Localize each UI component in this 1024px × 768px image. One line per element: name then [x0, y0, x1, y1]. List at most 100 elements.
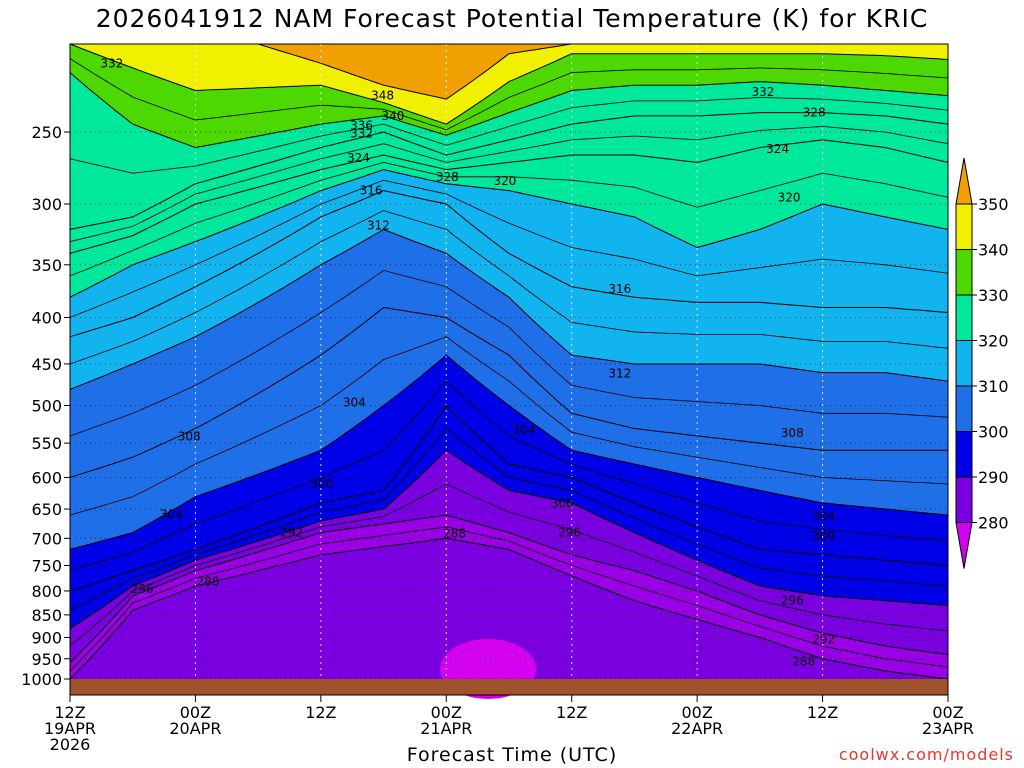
fill-band-348 [258, 44, 572, 100]
isentrope-mid-310 [69, 269, 949, 437]
y-tick-label-950: 950 [31, 650, 62, 669]
isentrope-label-5: 324 [347, 151, 370, 165]
isentrope-312 [69, 228, 949, 390]
colorbar-top-arrow [955, 157, 973, 205]
isentrope-label-20: 304 [812, 509, 835, 523]
x-axis-title: Forecast Time (UTC) [406, 744, 618, 766]
y-tick-label-500: 500 [31, 397, 62, 416]
x-tick-label-0-0: 12Z [54, 703, 85, 722]
isentrope-292 [69, 514, 949, 664]
isentrope-mid-322 [69, 161, 949, 277]
isentrope-340 [69, 43, 949, 125]
x-tick-label-24-0: 12Z [305, 703, 336, 722]
fill-band-340 [70, 44, 948, 125]
colorbar-label-300: 300 [978, 423, 1009, 442]
isentrope-label-25: 292 [280, 526, 303, 540]
isentrope-mid-294 [69, 483, 949, 647]
isentrope-label-10: 332 [752, 85, 775, 99]
colorbar-segment-5 [955, 431, 973, 478]
isentrope-label-28: 296 [131, 582, 154, 596]
colorbar-bottom-arrow [955, 522, 973, 569]
isentrope-label-8: 316 [360, 184, 383, 198]
x-tick-label-36-0: 00Z [431, 703, 462, 722]
isentrope-lines [69, 43, 949, 680]
x-tick-label-60-1: 22APR [671, 719, 723, 738]
isentrope-mid-314 [69, 210, 949, 365]
isentrope-label-15: 312 [608, 366, 631, 380]
x-tick-label-60-0: 00Z [681, 703, 712, 722]
x-tick-label-0-2: 2026 [50, 735, 91, 754]
isentrope-label-23: 300 [812, 530, 835, 544]
colorbar-segment-3 [955, 340, 973, 387]
x-tick-label-0-1: 19APR [44, 719, 96, 738]
isentrope-label-31: 292 [812, 633, 835, 647]
isentrope-mid-298 [69, 427, 949, 611]
isentrope-316 [69, 190, 949, 338]
x-tick-label-12-1: 20APR [169, 719, 221, 738]
isentrope-mid-290 [69, 526, 949, 672]
y-tick-label-900: 900 [31, 628, 62, 647]
isentrope-label-2: 340 [382, 109, 405, 123]
colorbar-segment-2 [955, 294, 973, 341]
plot-frame [69, 43, 949, 696]
isentrope-label-24: 304 [160, 507, 183, 521]
isentrope-label-19: 308 [781, 426, 804, 440]
isentrope-328 [69, 112, 949, 230]
isentrope-308 [69, 306, 948, 478]
isentrope-label-26: 296 [558, 526, 581, 540]
isentrope-label-16: 308 [178, 430, 201, 444]
isentrope-304 [69, 354, 949, 550]
isentrope-mid-334 [69, 58, 949, 131]
isentrope-label-3: 336 [350, 119, 373, 133]
y-tick-label-700: 700 [31, 529, 62, 548]
isentrope-mid-330 [69, 96, 949, 174]
colorbar-label-350: 350 [978, 195, 1009, 214]
isentrope-mid-326 [69, 126, 949, 242]
isentrope-332 [69, 72, 949, 149]
y-tick-label-850: 850 [31, 606, 62, 625]
isentrope-label-6: 328 [436, 170, 459, 184]
isentrope-label-13: 320 [778, 190, 801, 204]
y-tick-label-800: 800 [31, 582, 62, 601]
y-tick-label-300: 300 [31, 195, 62, 214]
colorbar-segment-1 [955, 249, 973, 296]
source-credit: coolwx.com/models [838, 745, 1014, 764]
colorbar-label-320: 320 [978, 332, 1009, 351]
x-tick-label-36-1: 21APR [420, 719, 472, 738]
x-tick-label-84-0: 00Z [932, 703, 963, 722]
isentrope-label-4: 332 [350, 127, 373, 141]
colorbar: 350 340 330 320 310 300 290 280 [955, 157, 1009, 569]
colorbar-label-310: 310 [978, 377, 1009, 396]
isentrope-348 [257, 43, 572, 100]
isentrope-288 [69, 537, 949, 680]
isentrope-label-17: 304 [343, 395, 366, 409]
isentrope-label-18: 304 [512, 423, 535, 437]
ground-surface [70, 679, 948, 695]
isentrope-300 [69, 404, 949, 592]
colorbar-label-340: 340 [978, 241, 1009, 260]
isentrope-label-30: 296 [781, 594, 804, 608]
y-tick-label-550: 550 [31, 434, 62, 453]
isentrope-label-7: 320 [493, 174, 516, 188]
y-tick-label-750: 750 [31, 556, 62, 575]
y-tick-label-600: 600 [31, 468, 62, 487]
colorbar-label-290: 290 [978, 468, 1009, 487]
isentrope-label-29: 288 [197, 574, 220, 588]
isentrope-mid-306 [69, 336, 949, 516]
isentrope-296 [69, 449, 949, 630]
y-tick-label-450: 450 [31, 355, 62, 374]
isentrope-label-22: 300 [551, 497, 574, 511]
isentrope-label-21: 300 [310, 477, 333, 491]
colorbar-segment-6 [955, 476, 973, 523]
colorbar-label-330: 330 [978, 286, 1009, 305]
isentrope-label-9: 312 [367, 219, 390, 233]
colorbar-label-280: 280 [978, 514, 1009, 533]
colorbar-segment-4 [955, 385, 973, 432]
y-tick-label-350: 350 [31, 256, 62, 275]
chart-title: 2026041912 NAM Forecast Potential Temper… [95, 4, 929, 33]
isentrope-label-14: 316 [608, 282, 631, 296]
